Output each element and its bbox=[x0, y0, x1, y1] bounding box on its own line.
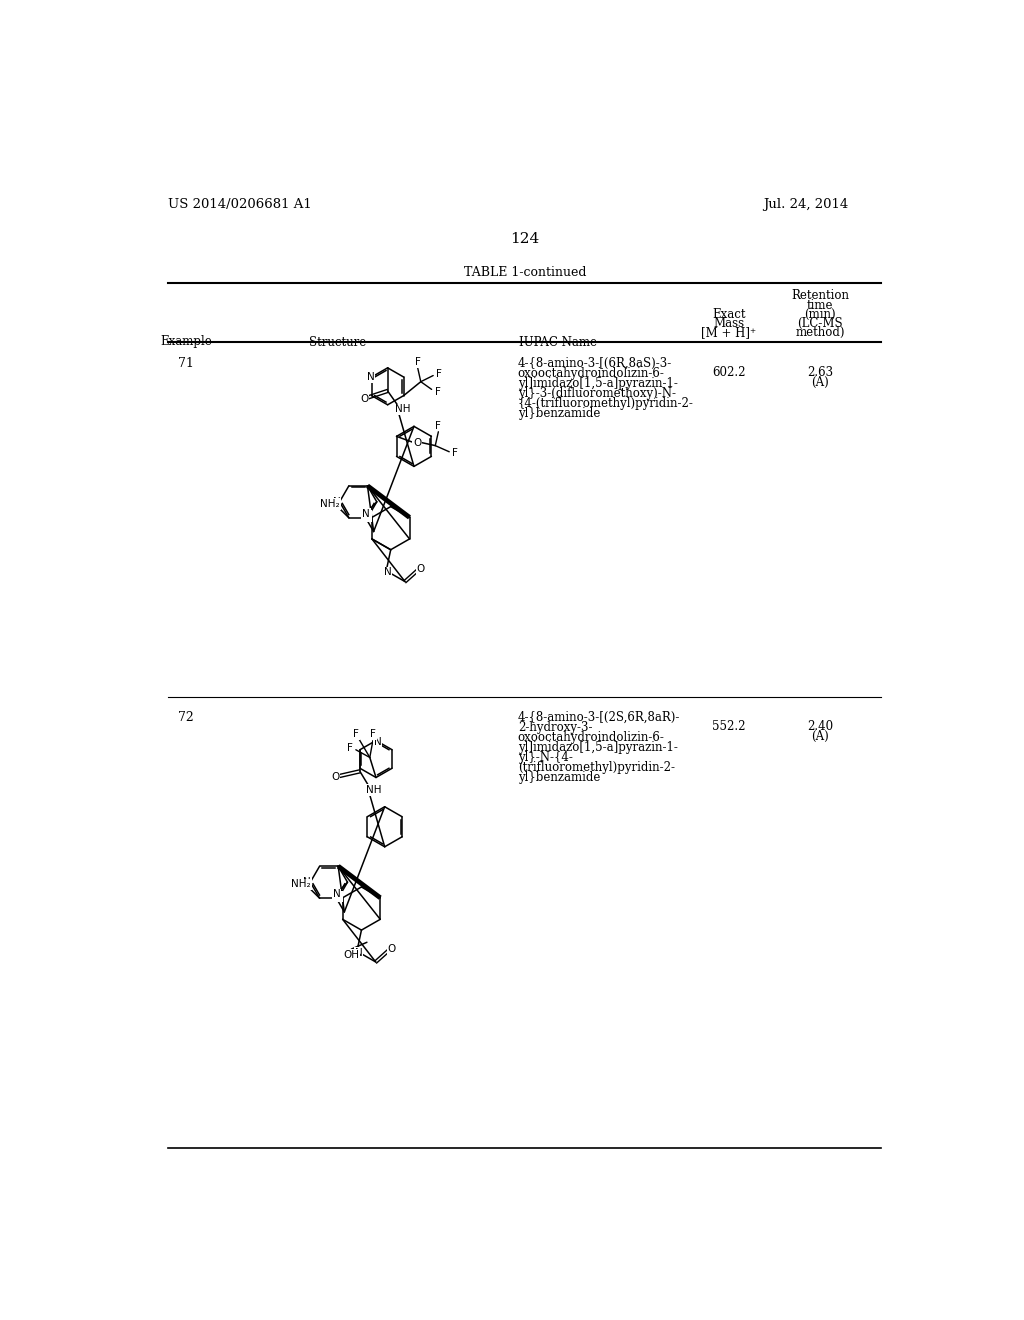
Text: F: F bbox=[435, 388, 440, 397]
Text: N: N bbox=[362, 510, 370, 519]
Text: OH: OH bbox=[343, 950, 359, 961]
Text: O: O bbox=[417, 564, 425, 574]
Text: N: N bbox=[364, 511, 372, 521]
Text: (A): (A) bbox=[811, 730, 829, 743]
Text: F: F bbox=[436, 370, 442, 379]
Text: TABLE 1-continued: TABLE 1-continued bbox=[464, 267, 586, 280]
Text: Mass: Mass bbox=[713, 317, 744, 330]
Text: yl}-N-{4-: yl}-N-{4- bbox=[518, 751, 572, 764]
Text: NH₂: NH₂ bbox=[321, 499, 340, 510]
Text: F: F bbox=[370, 730, 376, 739]
Text: N: N bbox=[333, 890, 340, 899]
Text: US 2014/0206681 A1: US 2014/0206681 A1 bbox=[168, 198, 312, 211]
Text: 602.2: 602.2 bbox=[712, 367, 745, 379]
Text: NH: NH bbox=[395, 404, 411, 414]
Text: {4-(trifluoromethyl)pyridin-2-: {4-(trifluoromethyl)pyridin-2- bbox=[518, 397, 693, 411]
Text: yl}benzamide: yl}benzamide bbox=[518, 771, 600, 784]
Text: IUPAC Name: IUPAC Name bbox=[519, 335, 597, 348]
Text: O: O bbox=[414, 437, 422, 447]
Text: 2.63: 2.63 bbox=[807, 367, 834, 379]
Text: O: O bbox=[331, 772, 339, 783]
Text: F: F bbox=[415, 356, 421, 367]
Text: yl]imidazo[1,5-a]pyrazin-1-: yl]imidazo[1,5-a]pyrazin-1- bbox=[518, 742, 678, 754]
Text: yl]imidazo[1,5-a]pyrazin-1-: yl]imidazo[1,5-a]pyrazin-1- bbox=[518, 378, 678, 391]
Text: O: O bbox=[387, 944, 395, 954]
Text: N: N bbox=[384, 568, 391, 577]
Text: Jul. 24, 2014: Jul. 24, 2014 bbox=[764, 198, 849, 211]
Text: (A): (A) bbox=[811, 376, 829, 388]
Text: N: N bbox=[333, 496, 340, 507]
Text: 72: 72 bbox=[178, 711, 194, 725]
Text: Exact: Exact bbox=[712, 308, 745, 321]
Text: 71: 71 bbox=[178, 358, 195, 370]
Text: N: N bbox=[367, 372, 375, 381]
Text: [M + H]⁺: [M + H]⁺ bbox=[701, 326, 756, 339]
Text: 552.2: 552.2 bbox=[712, 721, 745, 734]
Text: N: N bbox=[303, 878, 311, 887]
Text: (trifluoromethyl)pyridin-2-: (trifluoromethyl)pyridin-2- bbox=[518, 762, 675, 775]
Text: method): method) bbox=[796, 326, 845, 339]
Text: Example: Example bbox=[160, 335, 212, 348]
Text: F: F bbox=[347, 743, 352, 754]
Text: 2.40: 2.40 bbox=[807, 721, 834, 734]
Text: Retention: Retention bbox=[792, 289, 849, 302]
Text: N: N bbox=[374, 737, 381, 747]
Text: yl}-3-(difluoromethoxy)-N-: yl}-3-(difluoromethoxy)-N- bbox=[518, 387, 676, 400]
Text: N: N bbox=[334, 892, 342, 902]
Text: yl}benzamide: yl}benzamide bbox=[518, 407, 600, 420]
Text: oxooctahydroindolizin-6-: oxooctahydroindolizin-6- bbox=[518, 731, 665, 744]
Text: 2-hydroxy-3-: 2-hydroxy-3- bbox=[518, 721, 592, 734]
Text: NH₂: NH₂ bbox=[291, 879, 311, 890]
Text: (LC-MS: (LC-MS bbox=[798, 317, 843, 330]
Text: NH: NH bbox=[367, 785, 382, 795]
Text: O: O bbox=[360, 393, 369, 404]
Text: F: F bbox=[435, 421, 441, 430]
Text: 4-{8-amino-3-[(2S,6R,8aR)-: 4-{8-amino-3-[(2S,6R,8aR)- bbox=[518, 711, 680, 725]
Text: 124: 124 bbox=[510, 231, 540, 246]
Text: (min): (min) bbox=[804, 308, 836, 321]
Text: Structure: Structure bbox=[308, 335, 366, 348]
Text: time: time bbox=[807, 298, 834, 312]
Text: F: F bbox=[453, 449, 459, 458]
Text: oxooctahydroindolizin-6-: oxooctahydroindolizin-6- bbox=[518, 367, 665, 380]
Text: 4-{8-amino-3-[(6R,8aS)-3-: 4-{8-amino-3-[(6R,8aS)-3- bbox=[518, 358, 672, 370]
Text: N: N bbox=[354, 948, 362, 958]
Text: F: F bbox=[353, 730, 358, 739]
